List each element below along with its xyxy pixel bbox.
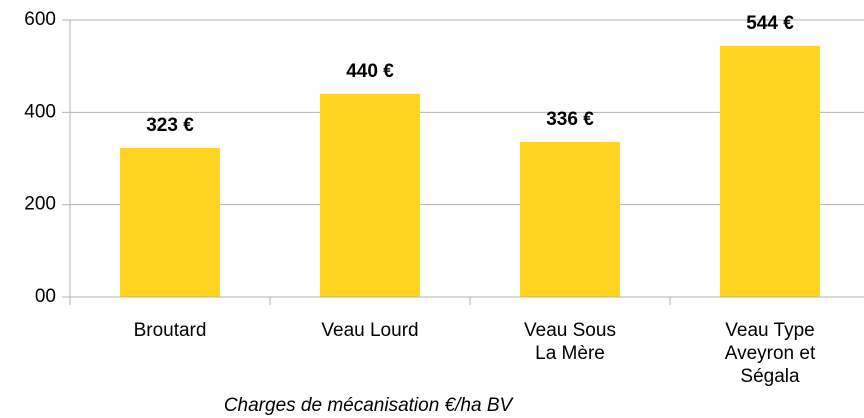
y-tick-label: 600	[24, 9, 56, 30]
value-label: 544 €	[746, 13, 794, 34]
bar	[120, 147, 220, 297]
y-tick-label: 200	[24, 194, 56, 215]
x-axis-title: Charges de mécanisation €/ha BV	[223, 395, 513, 416]
y-tick-label: 400	[24, 101, 56, 122]
bar	[720, 45, 820, 297]
x-tick-label: Broutard	[133, 320, 207, 341]
bar	[520, 141, 620, 297]
value-label: 323 €	[146, 115, 194, 136]
x-tick-label: Veau Sous La Mère	[524, 320, 616, 364]
value-label: 440 €	[346, 61, 394, 82]
x-tick-label: Veau Lourd	[321, 320, 419, 341]
value-label: 336 €	[546, 109, 594, 130]
y-tick-label: 00	[35, 286, 56, 307]
bar	[320, 93, 420, 297]
x-tick-label: Veau Type Aveyron et Ségala	[724, 320, 816, 387]
